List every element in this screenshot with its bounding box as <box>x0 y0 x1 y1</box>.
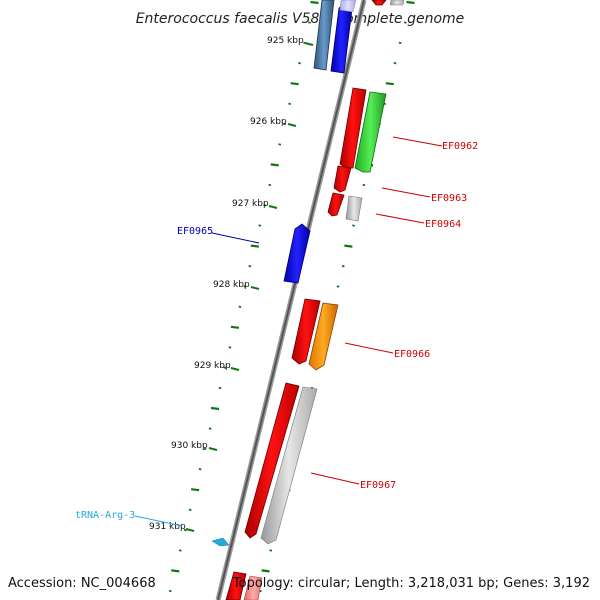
tick-mark <box>208 427 212 430</box>
ruler-tick <box>304 42 314 46</box>
ruler-label-929: 929 kbp <box>194 361 231 371</box>
ruler: 925 kbp 926 kbp 927 kbp 928 kbp 929 kbp … <box>149 36 314 532</box>
gene-arrow-ef0964[interactable] <box>327 192 345 217</box>
tick-mark <box>203 447 207 451</box>
leader-lines <box>134 136 443 527</box>
gene-arrow-lavender[interactable] <box>339 0 357 13</box>
tick-mark <box>168 589 172 593</box>
gene-arrow-ef0965[interactable] <box>283 223 311 284</box>
ruler-label-925: 925 kbp <box>267 36 304 46</box>
gene-label-ef0962[interactable]: EF0962 <box>442 141 478 152</box>
ruler-label-931: 931 kbp <box>149 522 186 532</box>
ruler-label-930: 930 kbp <box>171 441 208 451</box>
tick-mark <box>178 549 182 552</box>
leader-ef0967 <box>310 472 360 485</box>
gene-arrow-ef0963[interactable] <box>333 165 352 193</box>
tick-mark <box>261 569 270 573</box>
tick-mark <box>403 21 407 24</box>
tick-mark <box>290 82 299 86</box>
ruler-tick <box>287 123 297 127</box>
ruler-label-926: 926 kbp <box>250 117 287 127</box>
map-title: Enterococcus faecalis V583, complete gen… <box>136 11 465 27</box>
ruler-tick <box>208 447 218 451</box>
gene-arrow-pink-bottom[interactable] <box>243 575 263 600</box>
gene-label-ef0963[interactable]: EF0963 <box>431 193 467 204</box>
ruler-label-928: 928 kbp <box>213 280 250 290</box>
gene-marker-trna[interactable] <box>211 537 230 547</box>
tick-mark <box>198 468 202 471</box>
tick-mark <box>228 346 232 349</box>
tick-mark <box>230 325 240 329</box>
leader-ef0966 <box>344 342 394 354</box>
gene-arrow-green[interactable] <box>354 91 387 173</box>
genome-backbone <box>215 0 367 600</box>
tick-mark <box>258 224 262 227</box>
gene-arrow-ef0967[interactable] <box>244 382 300 539</box>
tick-mark <box>288 102 292 105</box>
gene-arrow-grey-long[interactable] <box>260 386 318 545</box>
tick-mark <box>308 21 311 24</box>
ruler-tick <box>230 367 240 371</box>
gene-features <box>211 0 405 600</box>
ruler-tick <box>268 205 278 209</box>
gene-arrow-grey-top[interactable] <box>389 0 405 6</box>
tick-mark <box>250 244 259 248</box>
tick-mark <box>344 244 353 248</box>
tick-mark <box>283 122 287 126</box>
gene-label-ef0964[interactable]: EF0964 <box>425 219 461 230</box>
topology-summary: Topology: circular; Length: 3,218,031 bp… <box>232 576 590 591</box>
tick-mark <box>270 163 279 167</box>
tick-mark <box>341 265 345 268</box>
tick-mark <box>171 569 180 573</box>
tick-mark <box>278 143 282 146</box>
tick-mark <box>385 82 394 86</box>
gene-arrow-red-bottom[interactable] <box>225 571 247 600</box>
gene-arrow-steel[interactable] <box>313 0 335 71</box>
gene-label-ef0965[interactable]: EF0965 <box>177 226 213 237</box>
tick-mark <box>406 0 415 5</box>
tick-mark <box>269 549 273 552</box>
tick-mark <box>248 265 252 268</box>
tick-mark <box>263 204 267 207</box>
gene-arrow-orange[interactable] <box>308 302 339 371</box>
ruler-tick <box>185 528 195 532</box>
ruler-label-927: 927 kbp <box>232 199 269 209</box>
tick-mark <box>188 508 192 511</box>
leader-ef0962 <box>392 136 443 147</box>
leader-ef0963 <box>381 187 431 198</box>
tick-mark <box>223 366 227 369</box>
gene-arrow-grey-small[interactable] <box>345 195 363 222</box>
tick-mark <box>218 386 222 390</box>
accession-text: Accession: NC_004668 <box>8 576 156 591</box>
tick-mark <box>210 406 220 411</box>
tick-mark <box>238 305 242 308</box>
tick-mark <box>310 0 319 5</box>
gene-label-ef0967[interactable]: EF0967 <box>360 480 396 491</box>
tick-mark <box>362 183 366 187</box>
tick-mark <box>243 285 247 288</box>
gene-arrow-ef0966[interactable] <box>291 298 321 365</box>
tick-mark <box>398 41 402 45</box>
gene-label-trna[interactable]: tRNA-Arg-3 <box>75 510 135 521</box>
leader-trna <box>134 515 183 527</box>
gene-arrow-red-top[interactable] <box>371 0 387 6</box>
tick-mark <box>298 62 302 65</box>
gene-labels: EF0962 EF0963 EF0964 EF0965 EF0966 EF096… <box>75 141 478 521</box>
tick-mark <box>352 224 355 227</box>
tick-mark <box>183 528 187 532</box>
gene-label-ef0966[interactable]: EF0966 <box>394 349 430 360</box>
tick-mark <box>393 62 397 65</box>
tick-mark <box>191 488 200 492</box>
tick-mark <box>268 183 272 187</box>
ruler-tick <box>250 286 260 290</box>
tick-mark <box>336 285 340 288</box>
leader-ef0964 <box>375 213 425 224</box>
leader-ef0965 <box>211 232 260 244</box>
